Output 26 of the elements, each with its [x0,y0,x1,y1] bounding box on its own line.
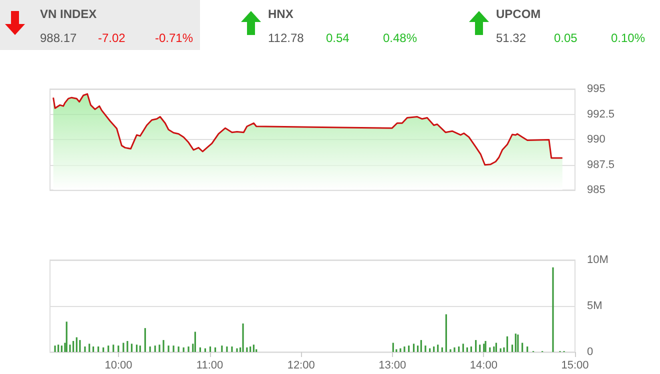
y-tick-label: 5M [587,300,602,312]
x-tick-label: 10:00 [104,360,132,372]
text: 0.05 [554,31,578,45]
text: 0.48% [383,31,418,45]
text: UPCOM [496,7,541,21]
text: -7.02 [98,31,126,45]
text: HNX [268,7,294,21]
y-tick-label: 995 [587,83,606,95]
y-tick-label: 992.5 [587,108,615,120]
text: 0.10% [611,31,646,45]
y-tick-label: 0 [587,346,594,358]
y-tick-label: 987.5 [587,158,615,171]
text: 51.32 [496,31,526,45]
x-tick-label: 14:00 [470,360,498,372]
y-tick-label: 10M [587,254,608,266]
y-tick-label: 990 [587,134,606,146]
x-tick-label: 12:00 [287,360,315,372]
text: -0.71% [155,31,194,45]
y-tick-label: 985 [587,184,606,196]
x-tick-label: 15:00 [561,360,589,372]
text: VN INDEX [40,7,97,21]
x-tick-label: 13:00 [378,360,406,372]
text: 988.17 [40,31,77,45]
text: 0.54 [326,31,350,45]
x-tick-label: 11:00 [196,360,224,372]
text: 112.78 [268,31,304,45]
